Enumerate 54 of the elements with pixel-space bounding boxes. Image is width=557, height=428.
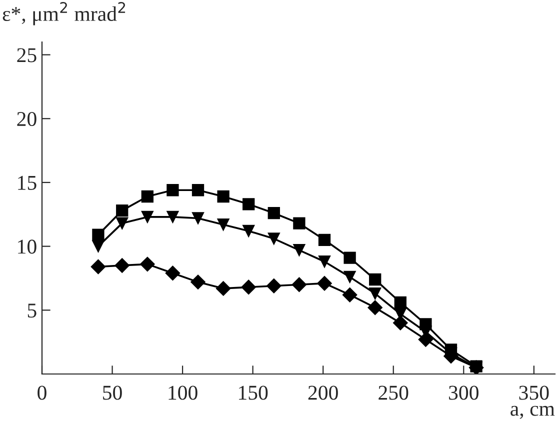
point <box>344 252 356 264</box>
point <box>342 287 358 302</box>
point <box>165 266 180 281</box>
point <box>242 198 255 210</box>
point <box>192 184 204 196</box>
x-tick-label: 250 <box>378 386 408 400</box>
y-tick-label: 10 <box>18 240 36 254</box>
y-axis-title: ε*, μm$^{2}$ mrad$^{2}$ <box>2 2 126 26</box>
x-tick-label: 150 <box>239 386 268 400</box>
point <box>190 274 206 290</box>
point <box>318 256 331 268</box>
point <box>217 218 230 231</box>
y-tick-label: 5 <box>28 304 36 318</box>
point <box>140 256 155 272</box>
point <box>114 258 130 273</box>
x-axis-title: a, cm <box>510 406 555 419</box>
point <box>344 270 356 284</box>
point <box>317 276 332 291</box>
point <box>141 190 154 203</box>
point <box>192 212 204 224</box>
point <box>293 244 306 256</box>
point <box>116 217 128 230</box>
point <box>116 204 128 217</box>
point <box>166 184 179 196</box>
point <box>216 281 231 296</box>
point <box>141 210 154 224</box>
point <box>90 259 106 274</box>
point <box>293 217 306 230</box>
y-tick-label: 25 <box>17 48 36 62</box>
point <box>394 296 406 309</box>
x-tick-label: 300 <box>449 386 478 400</box>
point <box>318 234 331 246</box>
x-tick-label: 100 <box>168 386 198 400</box>
x-tick-label: 200 <box>308 386 338 400</box>
point <box>268 232 280 245</box>
point <box>418 332 434 347</box>
x-tick-label: 350 <box>519 386 549 400</box>
point <box>241 280 256 295</box>
point <box>166 210 179 224</box>
point <box>369 273 382 286</box>
y-tick-label: 20 <box>17 112 36 126</box>
point <box>92 240 104 252</box>
point <box>393 316 408 330</box>
point <box>268 207 280 220</box>
x-tick-label: 0 <box>38 386 46 400</box>
x-tick-label: 50 <box>103 386 122 400</box>
point <box>369 287 382 300</box>
point <box>217 190 230 203</box>
point <box>368 300 382 315</box>
point <box>242 224 255 238</box>
point <box>92 228 104 241</box>
point <box>266 278 282 294</box>
point <box>292 277 307 292</box>
y-tick-label: 15 <box>18 176 36 190</box>
